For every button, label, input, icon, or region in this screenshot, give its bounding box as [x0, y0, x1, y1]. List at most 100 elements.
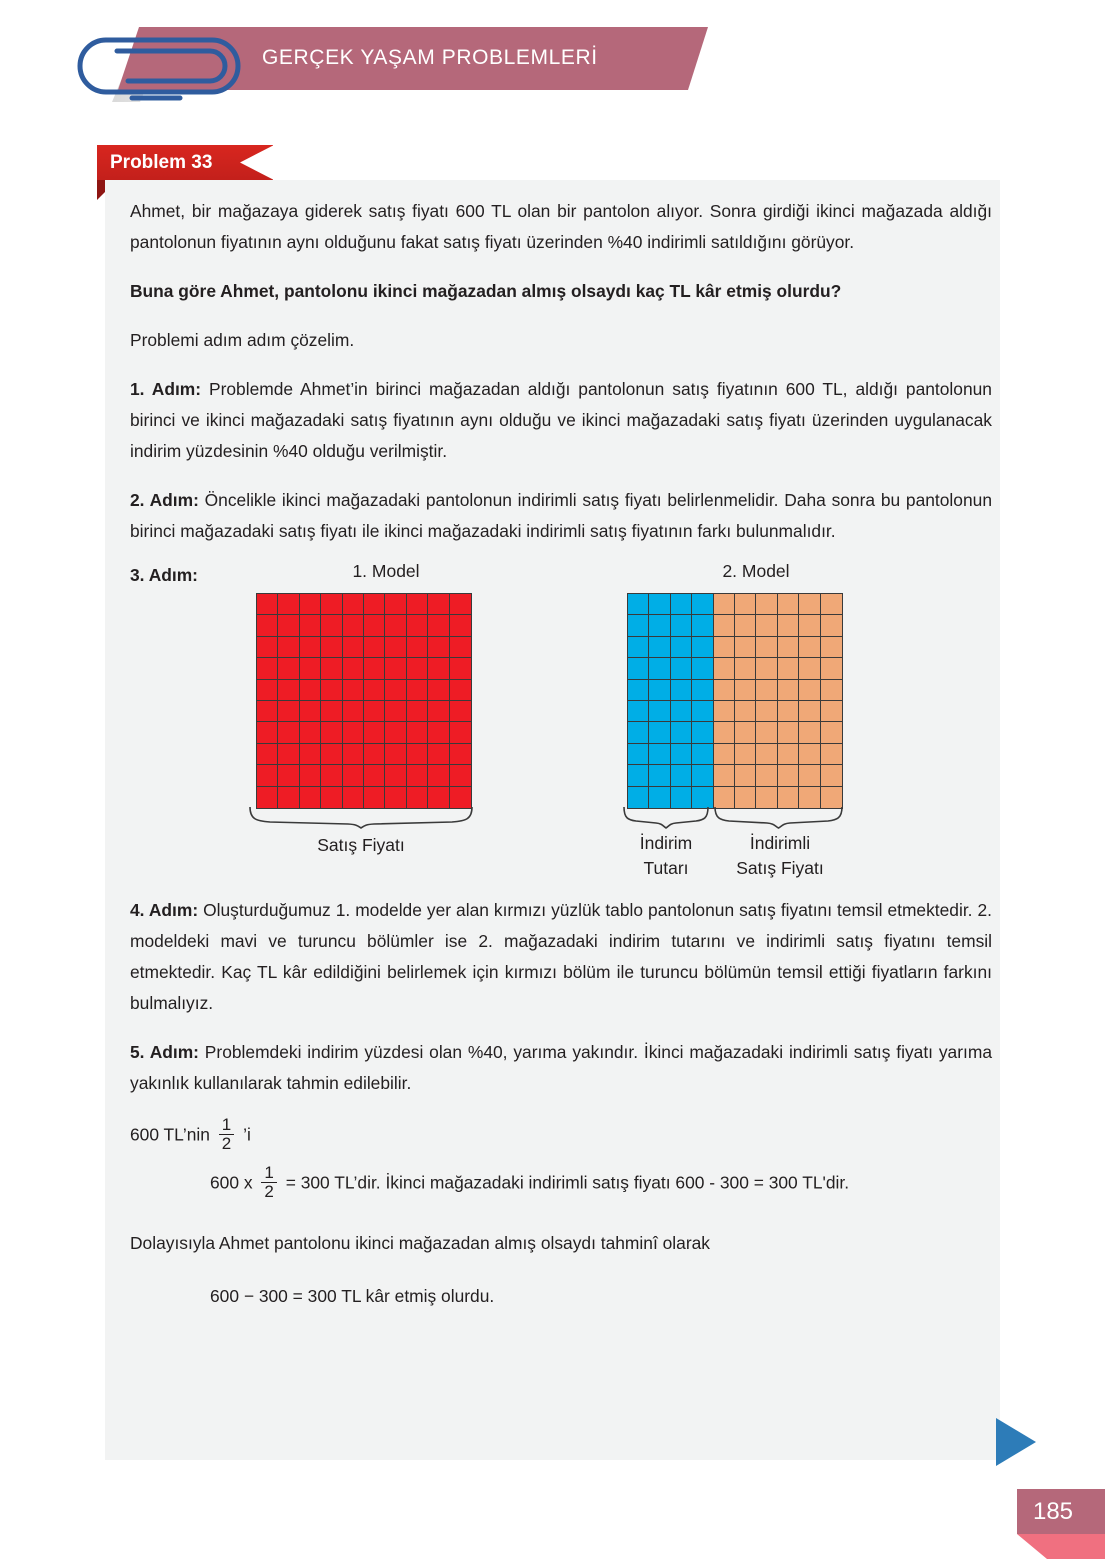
- grid-cell: [363, 658, 386, 680]
- grid-cell: [820, 786, 842, 808]
- grid-cell: [428, 658, 450, 680]
- grid-cell: [756, 722, 778, 744]
- grid-cell: [299, 743, 322, 766]
- grid-cell: [799, 615, 821, 637]
- grid-cell: [321, 636, 343, 659]
- grid-cell: [406, 679, 429, 701]
- step-2-text: Öncelikle ikinci mağazadaki pantolonun i…: [130, 490, 992, 541]
- grid-cell: [692, 658, 714, 680]
- grid-cell: [692, 615, 714, 637]
- step-5-label: 5. Adım:: [130, 1042, 199, 1062]
- next-page-triangle-icon[interactable]: [996, 1418, 1036, 1466]
- question-paragraph: Buna göre Ahmet, pantolonu ikinci mağaza…: [130, 281, 842, 301]
- grid-cell: [734, 765, 757, 787]
- model-2-segment-1-label: İndirim Tutarı: [639, 833, 693, 878]
- step-1-label: 1. Adım:: [130, 379, 202, 399]
- grid-cell: [713, 722, 735, 744]
- grid-cell: [342, 722, 364, 744]
- grid-cell: [449, 594, 471, 616]
- solve-intro: Problemi adım adım çözelim.: [130, 330, 355, 350]
- grid-cell: [756, 786, 778, 808]
- paperclip-icon: [77, 37, 241, 101]
- page-number: 185: [1032, 1498, 1074, 1525]
- grid-cell: [628, 636, 650, 659]
- model-1-grid: [256, 593, 472, 809]
- grid-cell: [734, 636, 757, 659]
- grid-cell: [649, 658, 671, 680]
- grid-cell: [649, 743, 671, 766]
- grid-cell: [342, 594, 364, 616]
- grid-cell: [363, 700, 386, 723]
- grid-cell: [363, 636, 386, 659]
- grid-cell: [278, 786, 300, 808]
- grid-cell: [385, 658, 407, 680]
- grid-cell: [799, 636, 821, 659]
- grid-cell: [649, 765, 671, 787]
- problem-ribbon-label: Problem 33: [110, 152, 213, 173]
- grid-cell: [321, 594, 343, 616]
- grid-cell: [278, 679, 300, 701]
- grid-cell: [713, 743, 735, 766]
- grid-cell: [692, 743, 714, 766]
- grid-cell: [449, 615, 471, 637]
- grid-cell: [257, 700, 279, 723]
- step-2: 2. Adım: Öncelikle ikinci mağazadaki pan…: [130, 485, 992, 547]
- grid-cell: [670, 594, 693, 616]
- grid-cell: [257, 722, 279, 744]
- grid-cell: [449, 765, 471, 787]
- grid-cell: [299, 786, 322, 808]
- grid-cell: [670, 786, 693, 808]
- grid-cell: [406, 636, 429, 659]
- grid-cell: [799, 679, 821, 701]
- grid-cell: [428, 594, 450, 616]
- grid-cell: [363, 786, 386, 808]
- fraction-one-half: 1 2: [218, 1115, 235, 1154]
- grid-cell: [385, 743, 407, 766]
- grid-cell: [321, 615, 343, 637]
- grid-cell: [628, 765, 650, 787]
- fraction-numerator-2: 1: [264, 1162, 274, 1182]
- grid-cell: [628, 679, 650, 701]
- grid-cell: [406, 786, 429, 808]
- grid-cell: [428, 786, 450, 808]
- grid-cell: [257, 615, 279, 637]
- step-1-text: Problemde Ahmet’in birinci mağazadan ald…: [130, 379, 992, 461]
- grid-cell: [756, 615, 778, 637]
- grid-cell: [756, 679, 778, 701]
- grid-cell: [299, 658, 322, 680]
- grid-cell: [363, 743, 386, 766]
- grid-cell: [385, 722, 407, 744]
- grid-cell: [713, 786, 735, 808]
- math-line-2: 600 x 1 2 = 300 TL’dir. İkinci mağazadak…: [210, 1162, 992, 1203]
- grid-cell: [649, 679, 671, 701]
- grid-cell: [670, 658, 693, 680]
- grid-cell: [385, 786, 407, 808]
- page-title: GERÇEK YAŞAM PROBLEMLERİ: [262, 46, 598, 69]
- grid-cell: [799, 700, 821, 723]
- fraction-denominator: 2: [218, 1134, 235, 1153]
- grid-cell: [756, 636, 778, 659]
- grid-cell: [713, 658, 735, 680]
- grid-cell: [799, 786, 821, 808]
- grid-cell: [777, 765, 800, 787]
- grid-cell: [257, 658, 279, 680]
- grid-cell: [363, 765, 386, 787]
- step-2-label: 2. Adım:: [130, 490, 199, 510]
- intro-paragraph: Ahmet, bir mağazaya giderek satış fiyatı…: [130, 201, 992, 252]
- step-4: 4. Adım: Oluşturduğumuz 1. modelde yer a…: [130, 895, 992, 1019]
- grid-cell: [734, 615, 757, 637]
- grid-cell: [670, 636, 693, 659]
- math-line-1-suffix: ’i: [243, 1124, 251, 1145]
- grid-cell: [299, 679, 322, 701]
- grid-cell: [713, 700, 735, 723]
- grid-cell: [713, 636, 735, 659]
- grid-cell: [756, 743, 778, 766]
- grid-cell: [278, 700, 300, 723]
- grid-cell: [406, 615, 429, 637]
- grid-cell: [449, 658, 471, 680]
- grid-cell: [799, 722, 821, 744]
- grid-cell: [342, 615, 364, 637]
- grid-cell: [321, 722, 343, 744]
- grid-cell: [257, 786, 279, 808]
- grid-cell: [628, 722, 650, 744]
